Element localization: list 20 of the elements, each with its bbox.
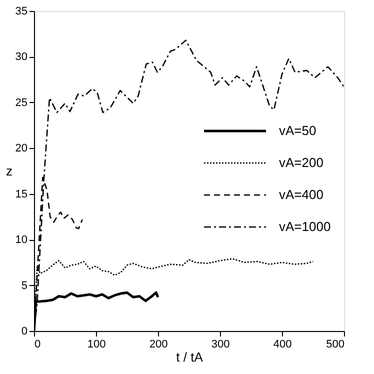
legend-label: vA=1000	[279, 219, 331, 234]
y-tick-label: 35	[15, 6, 28, 18]
y-tick-label: 20	[15, 142, 28, 155]
legend-label: vA=400	[279, 187, 324, 202]
y-tick-label: 25	[15, 96, 28, 109]
x-tick-label: 200	[149, 338, 168, 350]
x-tick-label: 0	[34, 338, 41, 350]
legend-label: vA=200	[279, 155, 324, 170]
x-tick-label: 300	[211, 338, 230, 350]
y-tick-label: 30	[15, 51, 28, 64]
y-tick-label: 15	[15, 188, 28, 200]
y-axis-title: z	[6, 164, 12, 178]
x-axis-title: t / tA	[176, 350, 204, 364]
y-tick-label: 5	[21, 280, 28, 292]
legend-label: vA=50	[279, 123, 316, 138]
x-tick-label: 100	[87, 338, 106, 350]
x-tick-label: 500	[326, 338, 344, 350]
y-tick-label: 0	[21, 326, 28, 338]
x-tick-label: 400	[273, 338, 292, 350]
y-tick-label: 10	[15, 234, 28, 246]
